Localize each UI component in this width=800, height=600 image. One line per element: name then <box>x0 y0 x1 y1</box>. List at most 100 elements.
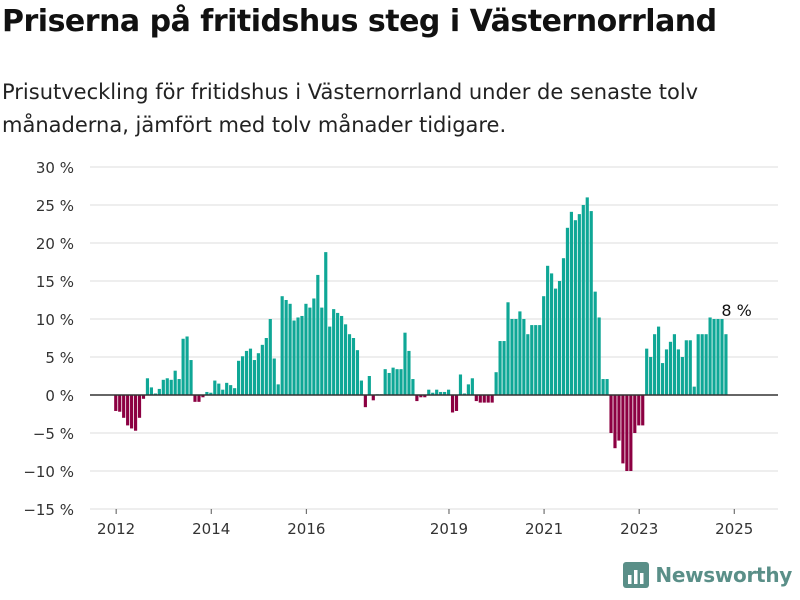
bar <box>569 211 573 395</box>
bar <box>656 326 661 395</box>
bar <box>653 334 657 395</box>
bar <box>288 303 292 395</box>
y-tick-label: 30 % <box>36 159 74 177</box>
x-tick-label: 2025 <box>715 520 753 538</box>
bar <box>240 356 245 395</box>
bar <box>581 205 585 395</box>
bar <box>276 384 280 395</box>
bar <box>672 334 677 395</box>
bar <box>645 348 649 395</box>
bar <box>268 319 272 395</box>
bar <box>114 395 118 411</box>
bar <box>482 395 486 403</box>
bar <box>486 395 490 403</box>
bar <box>494 372 498 395</box>
bar <box>304 303 308 395</box>
x-tick-label: 2012 <box>97 520 135 538</box>
bar <box>577 214 581 395</box>
bar <box>490 395 494 403</box>
bar <box>700 334 704 395</box>
bar <box>593 291 597 395</box>
y-tick-label: 0 % <box>45 387 74 405</box>
bar <box>526 334 530 395</box>
bar <box>157 388 161 395</box>
bar <box>328 326 332 395</box>
bar <box>696 334 700 395</box>
bar <box>597 317 601 395</box>
bar <box>419 395 423 398</box>
bar <box>387 372 391 395</box>
bar <box>252 360 257 395</box>
bar <box>153 393 157 395</box>
y-tick-label: 10 % <box>36 311 74 329</box>
bar <box>264 338 268 395</box>
bar <box>225 382 229 395</box>
bar <box>237 360 241 395</box>
bar <box>621 395 625 464</box>
bar <box>684 340 688 395</box>
bar <box>423 395 427 398</box>
bar <box>573 220 577 395</box>
x-tick-label: 2016 <box>287 520 325 538</box>
bar <box>454 395 459 411</box>
bar <box>256 353 260 395</box>
bar <box>514 319 518 395</box>
bar <box>118 395 122 412</box>
bar <box>173 370 177 395</box>
bar <box>637 395 641 426</box>
bar <box>466 384 470 395</box>
bar <box>201 395 205 398</box>
bar <box>565 227 570 395</box>
bar <box>601 379 605 395</box>
bar <box>474 395 478 402</box>
bar <box>324 252 328 395</box>
bar <box>244 350 249 395</box>
y-tick-label: 15 % <box>36 273 74 291</box>
annotations: 8 % <box>721 301 751 320</box>
bar <box>625 395 629 471</box>
y-tick-label: 20 % <box>36 235 74 253</box>
bar <box>391 367 395 395</box>
bar <box>399 369 403 395</box>
bar <box>284 300 288 395</box>
bar <box>161 379 165 395</box>
bar <box>209 392 213 395</box>
bar <box>229 385 233 395</box>
bar <box>502 341 506 395</box>
bar <box>300 315 304 395</box>
bar <box>347 334 352 395</box>
y-tick-label: −5 % <box>33 425 74 443</box>
bar <box>193 395 197 402</box>
bar <box>605 379 609 395</box>
bar <box>272 358 276 395</box>
bar <box>141 395 146 399</box>
bar <box>458 374 463 395</box>
bar <box>641 395 645 426</box>
bar <box>133 395 138 431</box>
bar <box>664 349 669 395</box>
y-tick-label: 5 % <box>45 349 74 367</box>
bar <box>724 334 728 395</box>
bar <box>716 319 720 395</box>
bar <box>351 338 356 395</box>
y-tick-label: −10 % <box>23 463 74 481</box>
bar <box>367 376 371 395</box>
gridlines <box>90 166 778 510</box>
x-tick-label: 2014 <box>192 520 230 538</box>
bar <box>462 393 467 395</box>
x-axis: 2012 2014 2016 2019 2021 2023 2025 <box>97 509 753 538</box>
bar <box>633 395 637 433</box>
bar <box>557 281 562 395</box>
bar <box>205 391 209 395</box>
bar <box>561 258 566 395</box>
bar <box>407 350 411 395</box>
bar <box>343 324 348 395</box>
bar <box>546 265 550 395</box>
bar <box>498 341 502 395</box>
bar <box>506 302 510 395</box>
bar <box>221 389 225 395</box>
bar <box>692 386 696 395</box>
bar <box>415 395 419 402</box>
bar <box>233 388 237 395</box>
x-tick-label: 2021 <box>525 520 563 538</box>
